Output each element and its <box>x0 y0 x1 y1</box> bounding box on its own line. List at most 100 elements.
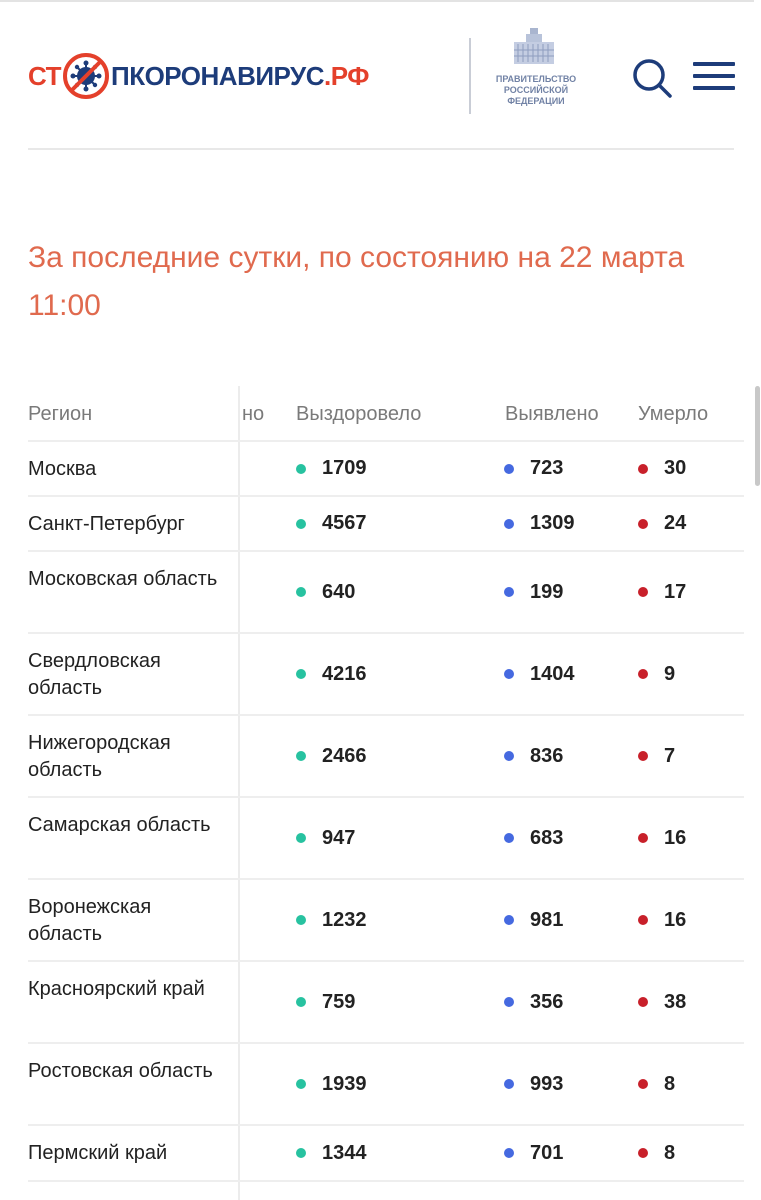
recovered-cell: 1232 <box>296 880 367 960</box>
recovered-cell: 947 <box>296 798 355 878</box>
died-cell: 38 <box>638 962 686 1042</box>
region-name: Санкт-Петербург <box>28 513 185 535</box>
died-dot-icon <box>638 518 648 529</box>
table-row[interactable]: Свердловская область 4216 1404 9 <box>28 634 744 716</box>
died-cell: 16 <box>638 880 686 960</box>
detected-value: 1309 <box>530 512 575 534</box>
header-region[interactable]: Регион <box>28 403 93 425</box>
detected-cell: 723 <box>504 442 563 495</box>
recovered-dot-icon <box>296 833 306 843</box>
menu-icon[interactable] <box>693 60 737 92</box>
scrollbar-thumb[interactable] <box>755 386 760 486</box>
logo-text-part2: ПКОРОНАВИРУС <box>111 60 324 91</box>
detected-cell: 701 <box>504 1126 563 1180</box>
recovered-value: 947 <box>322 826 356 849</box>
died-value: 9 <box>664 662 676 685</box>
recovered-dot-icon <box>296 997 306 1007</box>
died-dot-icon <box>638 669 648 679</box>
detected-value: 981 <box>530 908 564 931</box>
recovered-dot-icon <box>296 751 306 761</box>
detected-value: 836 <box>530 744 564 767</box>
died-dot-icon <box>638 1079 648 1089</box>
died-cell: 30 <box>638 442 686 495</box>
table-row[interactable]: Самарская область 947 683 16 <box>28 798 744 880</box>
header-divider <box>469 38 471 114</box>
header-died[interactable]: Умерло <box>638 403 709 425</box>
detected-dot-icon <box>504 587 514 597</box>
site-logo[interactable]: СТ ПКОРОНАВИРУС .РФ <box>28 50 369 102</box>
government-building-icon <box>514 28 554 64</box>
died-value: 16 <box>664 908 687 931</box>
region-name: Самарская область <box>28 814 211 836</box>
died-dot-icon <box>638 997 648 1007</box>
region-name: Москва <box>28 458 97 480</box>
recovered-cell: 1344 <box>296 1126 367 1180</box>
died-value: 7 <box>664 744 676 767</box>
virus-stop-icon <box>63 53 110 99</box>
gov-line-2: РОССИЙСКОЙ <box>503 85 569 95</box>
logo-text-part1: СТ <box>28 60 62 91</box>
table-row[interactable]: Ростовская область 1939 993 8 <box>28 1044 744 1126</box>
region-name: Московская область <box>28 568 218 590</box>
gov-line-3: ФЕДЕРАЦИИ <box>507 96 565 106</box>
detected-dot-icon <box>504 1079 514 1089</box>
region-name: Свердловская область <box>28 650 161 699</box>
government-label: ПРАВИТЕЛЬСТВО РОССИЙСКОЙ ФЕДЕРАЦИИ <box>488 74 584 107</box>
logo-text-part3: .РФ <box>323 60 369 91</box>
gov-line-1: ПРАВИТЕЛЬСТВО <box>495 74 577 84</box>
recovered-cell: 759 <box>296 962 355 1042</box>
died-cell: 8 <box>638 1044 675 1124</box>
detected-value: 356 <box>530 990 564 1013</box>
detected-dot-icon <box>504 463 514 474</box>
table-row[interactable]: Воронежская область 1232 981 16 <box>28 880 744 962</box>
table-row[interactable]: Москва 1709 723 30 <box>28 442 744 497</box>
detected-value: 1404 <box>530 662 575 685</box>
died-value: 24 <box>664 512 687 534</box>
died-value: 17 <box>664 580 687 603</box>
stats-heading: За последние сутки, по состоянию на 22 м… <box>28 241 685 322</box>
recovered-cell: 1709 <box>296 442 367 495</box>
died-cell: 9 <box>638 634 675 714</box>
top-border <box>0 0 754 6</box>
recovered-cell: 640 <box>296 552 355 632</box>
recovered-value: 1709 <box>322 457 367 479</box>
died-dot-icon <box>638 751 648 761</box>
died-dot-icon <box>638 463 648 474</box>
table-row[interactable]: Санкт-Петербург 4567 1309 24 <box>28 497 744 552</box>
detected-value: 723 <box>530 457 564 479</box>
detected-cell: 199 <box>504 552 563 632</box>
recovered-dot-icon <box>296 669 306 679</box>
regions-table[interactable]: Регион но Выздоровело Выявлено Умерло Мо… <box>28 386 744 1182</box>
header-recovered[interactable]: Выздоровело <box>296 403 422 425</box>
table-row[interactable]: Нижегородская область 2466 836 7 <box>28 716 744 798</box>
table-row[interactable]: Пермский край 1344 701 8 <box>28 1126 744 1182</box>
search-icon[interactable] <box>630 56 674 100</box>
detected-value: 993 <box>530 1072 564 1095</box>
recovered-value: 1939 <box>322 1072 367 1095</box>
region-name: Нижегородская область <box>28 732 171 781</box>
died-cell: 17 <box>638 552 686 632</box>
detected-dot-icon <box>504 833 514 843</box>
government-logo[interactable]: ПРАВИТЕЛЬСТВО РОССИЙСКОЙ ФЕДЕРАЦИИ <box>488 26 584 116</box>
recovered-dot-icon <box>296 518 306 529</box>
header-separator <box>28 148 734 150</box>
header-detected[interactable]: Выявлено <box>505 403 599 425</box>
detected-value: 701 <box>530 1141 564 1164</box>
table-row[interactable]: Московская область 640 199 17 <box>28 552 744 634</box>
recovered-dot-icon <box>296 915 306 925</box>
died-cell: 16 <box>638 798 686 878</box>
recovered-cell: 1939 <box>296 1044 367 1124</box>
died-dot-icon <box>638 1148 648 1158</box>
detected-dot-icon <box>504 915 514 925</box>
menu-line <box>693 62 735 66</box>
detected-cell: 836 <box>504 716 563 796</box>
died-value: 8 <box>664 1072 676 1095</box>
detected-dot-icon <box>504 997 514 1007</box>
scrollbar[interactable] <box>754 0 761 1200</box>
recovered-value: 4567 <box>322 512 367 534</box>
recovered-value: 759 <box>322 990 356 1013</box>
recovered-dot-icon <box>296 463 306 474</box>
header-partial[interactable]: но <box>242 403 265 425</box>
region-name: Воронежская область <box>28 896 152 945</box>
table-row[interactable]: Красноярский край 759 356 38 <box>28 962 744 1044</box>
